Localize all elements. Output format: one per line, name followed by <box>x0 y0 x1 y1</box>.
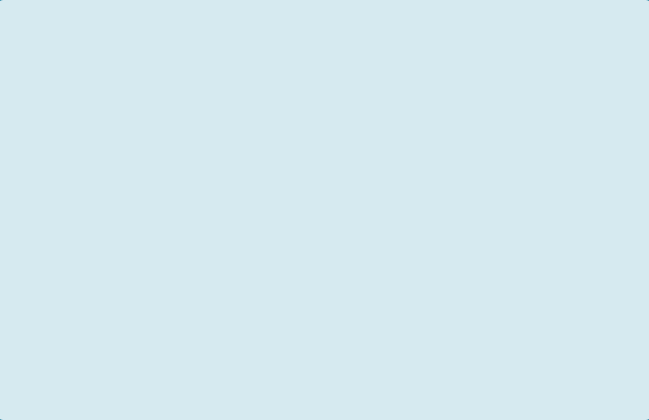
Text: Boredom
or apathy: Boredom or apathy <box>143 205 211 236</box>
Text: High
anxiety: High anxiety <box>511 205 563 236</box>
Text: Arousal level: Arousal level <box>271 394 378 410</box>
Text: Low: Low <box>94 368 120 381</box>
Text: Low: Low <box>66 315 92 328</box>
Text: Optimal level: Optimal level <box>331 48 423 62</box>
Text: Performance quality: Performance quality <box>34 103 49 271</box>
Text: High: High <box>62 40 92 52</box>
Text: High: High <box>591 368 622 381</box>
